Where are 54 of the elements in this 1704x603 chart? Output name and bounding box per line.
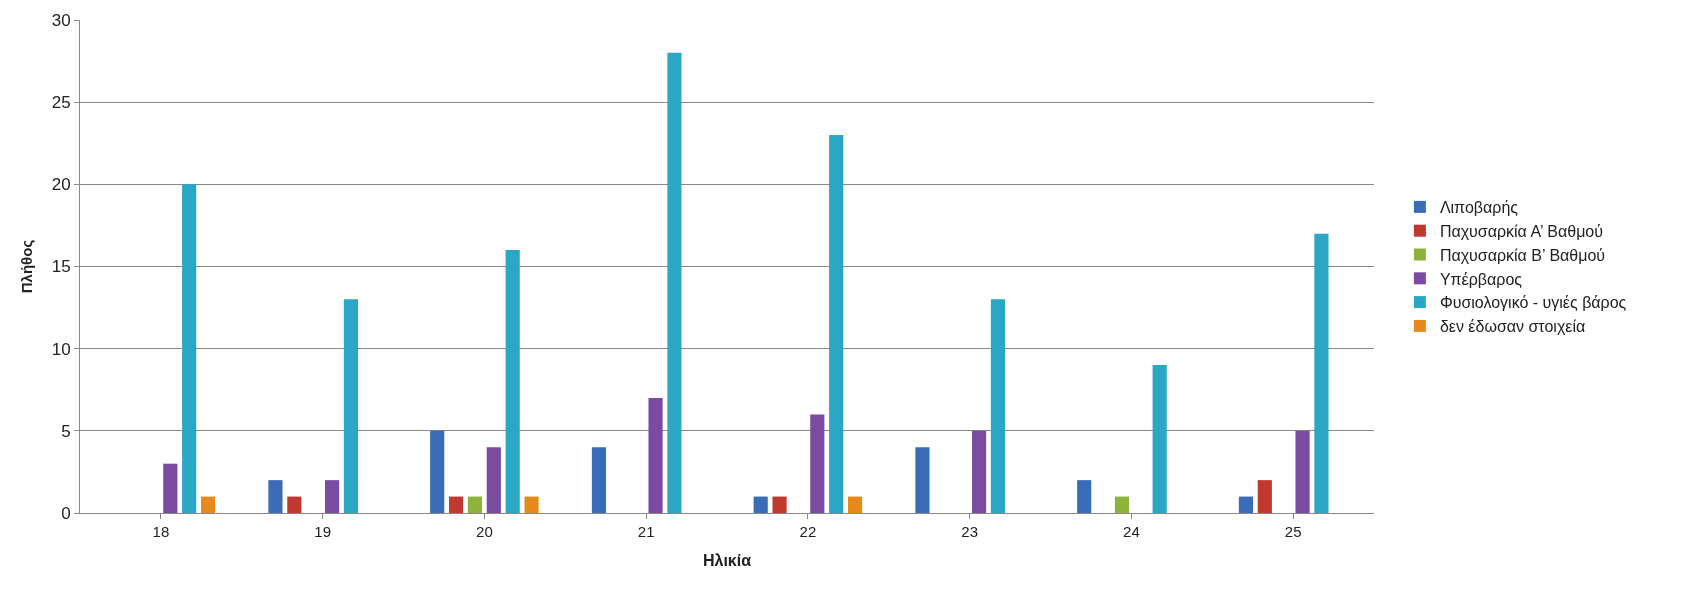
bar [448, 496, 464, 513]
bar [287, 496, 302, 513]
bar [1077, 480, 1092, 513]
x-tick-label: 19 [314, 523, 331, 540]
bar [505, 250, 520, 513]
bar [1238, 496, 1254, 513]
bar [847, 496, 863, 513]
bar [163, 463, 178, 513]
y-tick-label: 0 [61, 503, 71, 523]
legend-label: Υπέρβαρος [1439, 270, 1523, 288]
bar [1257, 480, 1272, 513]
y-tick-label: 5 [61, 421, 71, 441]
x-tick-label: 21 [637, 523, 655, 540]
bar [829, 135, 844, 513]
bar [486, 447, 501, 513]
legend-label: Λιποβαρής [1439, 199, 1519, 217]
bar [1114, 496, 1130, 513]
bar [1152, 365, 1167, 513]
legend-label: Παχυσαρκία Β’ Βαθμού [1439, 246, 1606, 264]
x-tick-label: 23 [961, 523, 978, 540]
x-tick-label: 22 [799, 523, 817, 540]
x-tick-label: 18 [152, 523, 170, 540]
y-tick-label: 30 [51, 10, 71, 30]
legend-label: Φυσιολογικό - υγιές βάρος [1439, 294, 1627, 312]
bar [200, 496, 216, 513]
legend-label: Παχυσαρκία Α’ Βαθμού [1439, 222, 1604, 240]
bar [182, 184, 197, 513]
bar [971, 430, 987, 513]
bar [467, 496, 483, 513]
bar [324, 480, 340, 513]
bar [990, 299, 1006, 513]
x-axis-title: Ηλικία [702, 551, 752, 569]
bar [772, 496, 787, 513]
bar [667, 52, 682, 513]
y-tick-label: 25 [51, 93, 71, 113]
y-tick-label: 20 [51, 175, 71, 195]
bar [915, 447, 930, 513]
y-tick-label: 10 [51, 339, 71, 359]
bar [753, 496, 768, 513]
bar [1314, 233, 1329, 513]
bar [648, 397, 663, 513]
x-tick-label: 25 [1284, 523, 1302, 540]
bar [343, 299, 359, 513]
x-tick-label: 24 [1123, 523, 1140, 540]
bar [524, 496, 539, 513]
bar [591, 447, 607, 513]
bar [268, 480, 283, 513]
bar [810, 414, 825, 513]
y-axis-title: Πλήθος [17, 239, 35, 294]
y-tick-label: 15 [51, 257, 71, 277]
legend-label: δεν έδωσαν στοιχεία [1439, 318, 1586, 336]
x-tick-label: 20 [476, 523, 493, 540]
bar [430, 430, 445, 513]
bar [1295, 430, 1310, 513]
